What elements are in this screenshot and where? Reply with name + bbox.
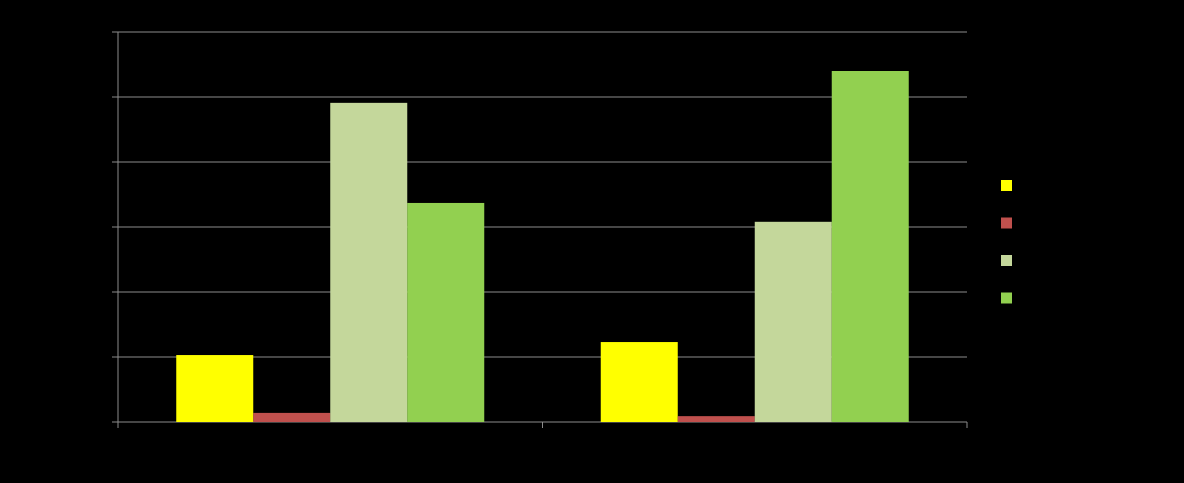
bar: [176, 355, 254, 422]
legend-marker: [1001, 292, 1012, 304]
bar: [600, 342, 678, 422]
bar: [253, 412, 331, 422]
bar: [831, 71, 909, 422]
legend-marker: [1001, 255, 1012, 266]
bar: [330, 102, 408, 422]
legend-marker: [1001, 180, 1012, 191]
legend-marker: [1001, 217, 1012, 229]
bar: [677, 416, 755, 422]
bar: [407, 202, 485, 422]
bar: [754, 221, 832, 422]
